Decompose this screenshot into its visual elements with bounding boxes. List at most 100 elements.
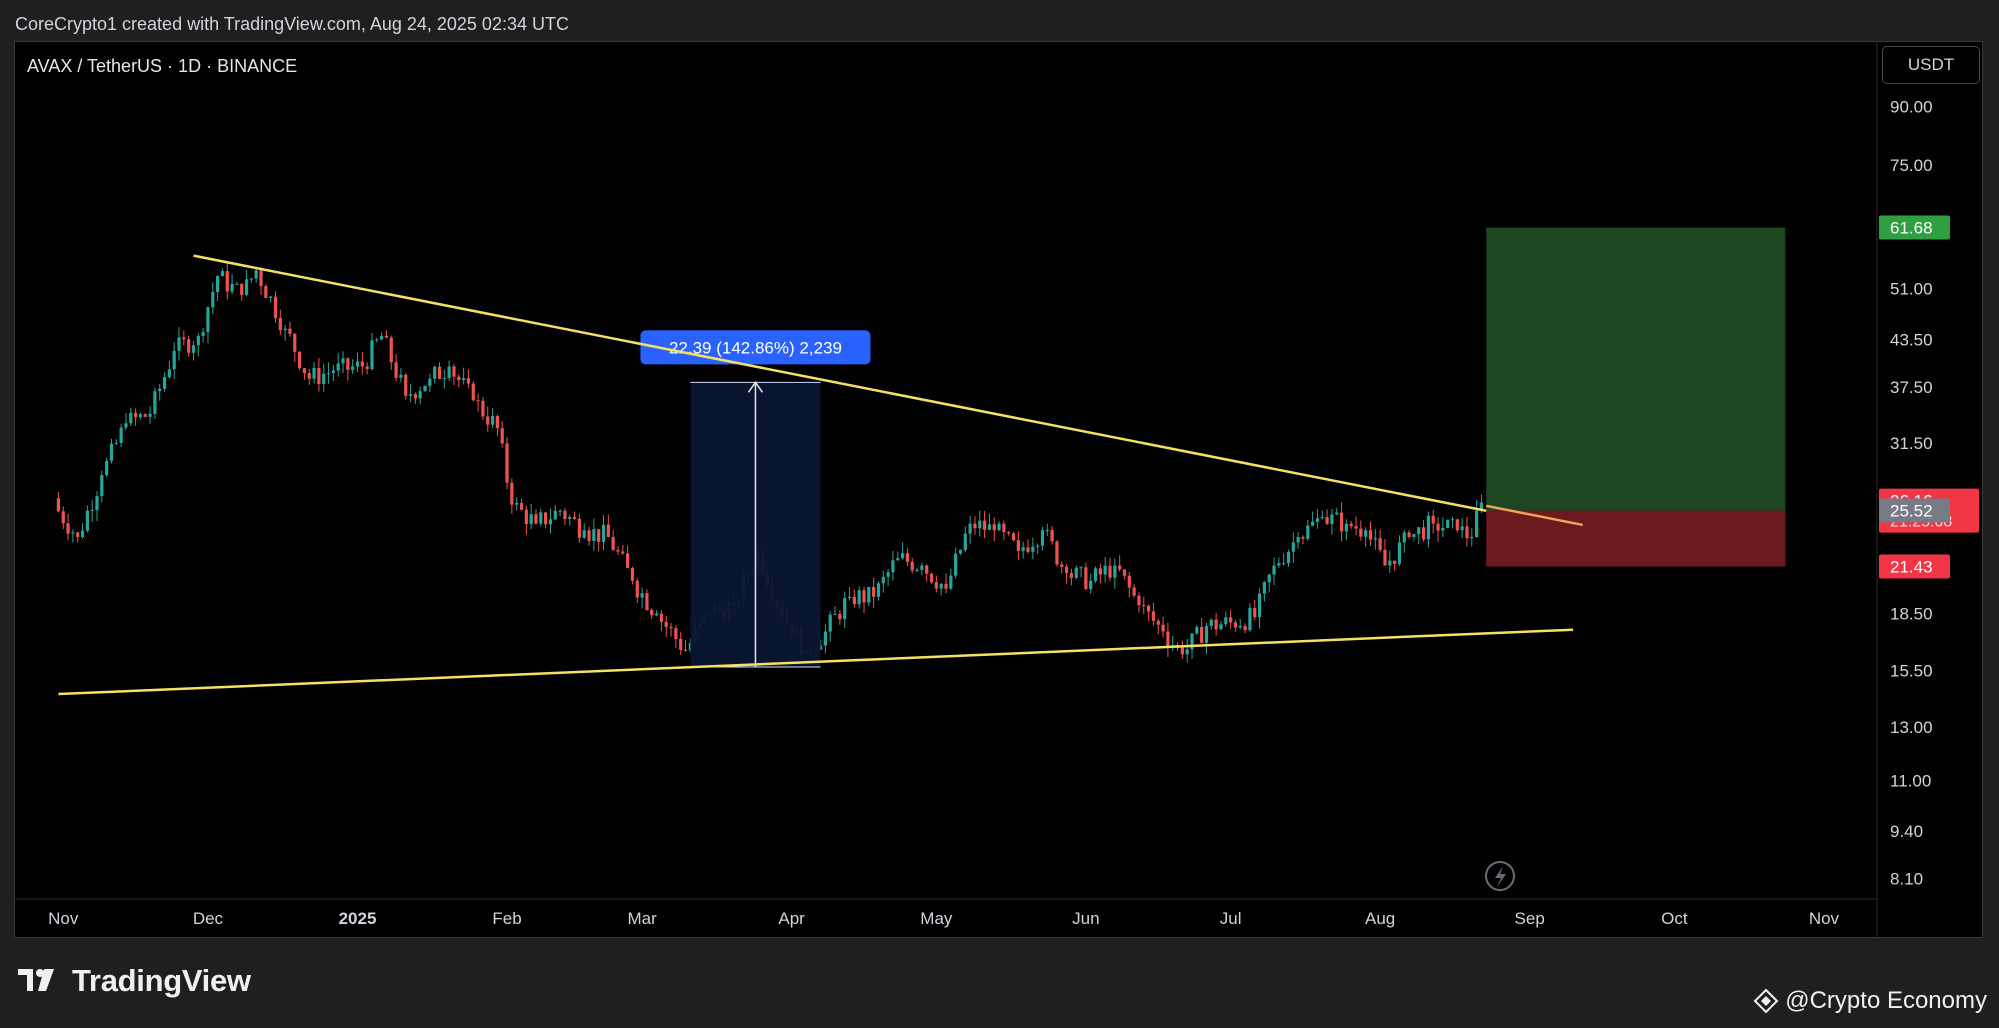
candle-body (380, 335, 384, 340)
candle (910, 557, 914, 574)
candle (1446, 519, 1450, 529)
candle (1166, 622, 1170, 657)
candle (1084, 562, 1088, 591)
candle (1335, 507, 1339, 516)
candle-body (486, 416, 490, 425)
candle (355, 352, 360, 373)
candle (1426, 511, 1430, 548)
candle (529, 503, 533, 530)
candle (592, 518, 596, 551)
candle (1002, 520, 1006, 540)
candle-body (95, 496, 99, 511)
candle (476, 393, 480, 412)
candle (1349, 521, 1353, 529)
candle (61, 506, 65, 530)
candle (1040, 526, 1045, 551)
candle (244, 269, 249, 297)
candle-body (505, 443, 509, 483)
candle (1122, 569, 1127, 580)
candle-body (862, 590, 866, 603)
candle (1026, 539, 1030, 554)
candle-body (442, 377, 446, 379)
candle (167, 361, 171, 379)
candle (1079, 566, 1083, 578)
candle-body (900, 553, 905, 559)
candle-body (544, 512, 548, 525)
candle (264, 284, 268, 298)
candle-body (143, 414, 147, 417)
candle-body (1021, 547, 1025, 551)
candle-body (876, 583, 881, 597)
credit-text: @Crypto Economy (1785, 987, 1987, 1014)
candle (1209, 618, 1213, 630)
candle-body (80, 530, 85, 537)
time-tick: Nov (1809, 909, 1840, 928)
profit-zone (1486, 227, 1786, 511)
candle (452, 363, 456, 385)
candle-body (1325, 517, 1329, 524)
candle (187, 335, 191, 357)
candle (1286, 549, 1291, 567)
candle (1393, 560, 1397, 571)
candle-body (490, 416, 495, 425)
candle (847, 586, 852, 601)
candle-body (886, 572, 890, 577)
price-tick: 90.00 (1890, 97, 1933, 116)
candle (1368, 521, 1373, 547)
candle (220, 268, 225, 277)
candle-body (1277, 563, 1281, 566)
candle-body (857, 590, 861, 605)
candle-body (949, 575, 953, 589)
candle-body (100, 475, 104, 497)
candle (1069, 568, 1074, 586)
candle-body (833, 613, 837, 615)
candle-body (336, 363, 340, 371)
candle (418, 386, 422, 405)
candle (992, 517, 996, 542)
time-tick: Nov (48, 909, 79, 928)
time-tick: Feb (492, 909, 521, 928)
candle-body (944, 583, 948, 589)
candle-body (293, 333, 297, 352)
candle (978, 510, 982, 537)
price-tick: 18.50 (1890, 605, 1933, 624)
candle-body (1421, 527, 1426, 540)
candle-body (1050, 529, 1054, 542)
candle (1417, 527, 1421, 545)
candle-body (852, 596, 856, 605)
candle-body (249, 278, 253, 280)
candle-body (1185, 649, 1189, 655)
candle-body (1200, 626, 1204, 643)
candle (876, 580, 881, 601)
candle-body (973, 523, 977, 529)
candle-body (216, 276, 220, 293)
currency-selector[interactable]: USDT (1882, 46, 1980, 84)
candle-body (466, 378, 471, 384)
candle-body (182, 337, 186, 340)
candle (148, 406, 152, 425)
candle (1050, 525, 1054, 545)
candle-body (162, 377, 167, 389)
candle (466, 369, 471, 389)
candle (1055, 540, 1059, 567)
candle-body (563, 510, 567, 519)
tradingview-brand[interactable]: TradingView (18, 963, 251, 999)
candle (1137, 592, 1141, 613)
candle (481, 396, 485, 421)
candle (954, 547, 958, 579)
candle (1180, 640, 1184, 659)
candle (1074, 565, 1078, 580)
candle (1113, 558, 1117, 589)
candle (1320, 510, 1324, 520)
candle (211, 282, 215, 314)
candle-body (1364, 530, 1368, 537)
candle-body (1098, 568, 1102, 575)
candle-body (1122, 569, 1127, 576)
candle (1330, 508, 1334, 535)
symbol-title[interactable]: AVAX / TetherUS · 1D · BINANCE (27, 56, 298, 76)
candle (375, 337, 379, 343)
alert-icon[interactable] (1485, 861, 1515, 891)
candle-body (510, 482, 514, 505)
candle-body (1031, 546, 1035, 552)
